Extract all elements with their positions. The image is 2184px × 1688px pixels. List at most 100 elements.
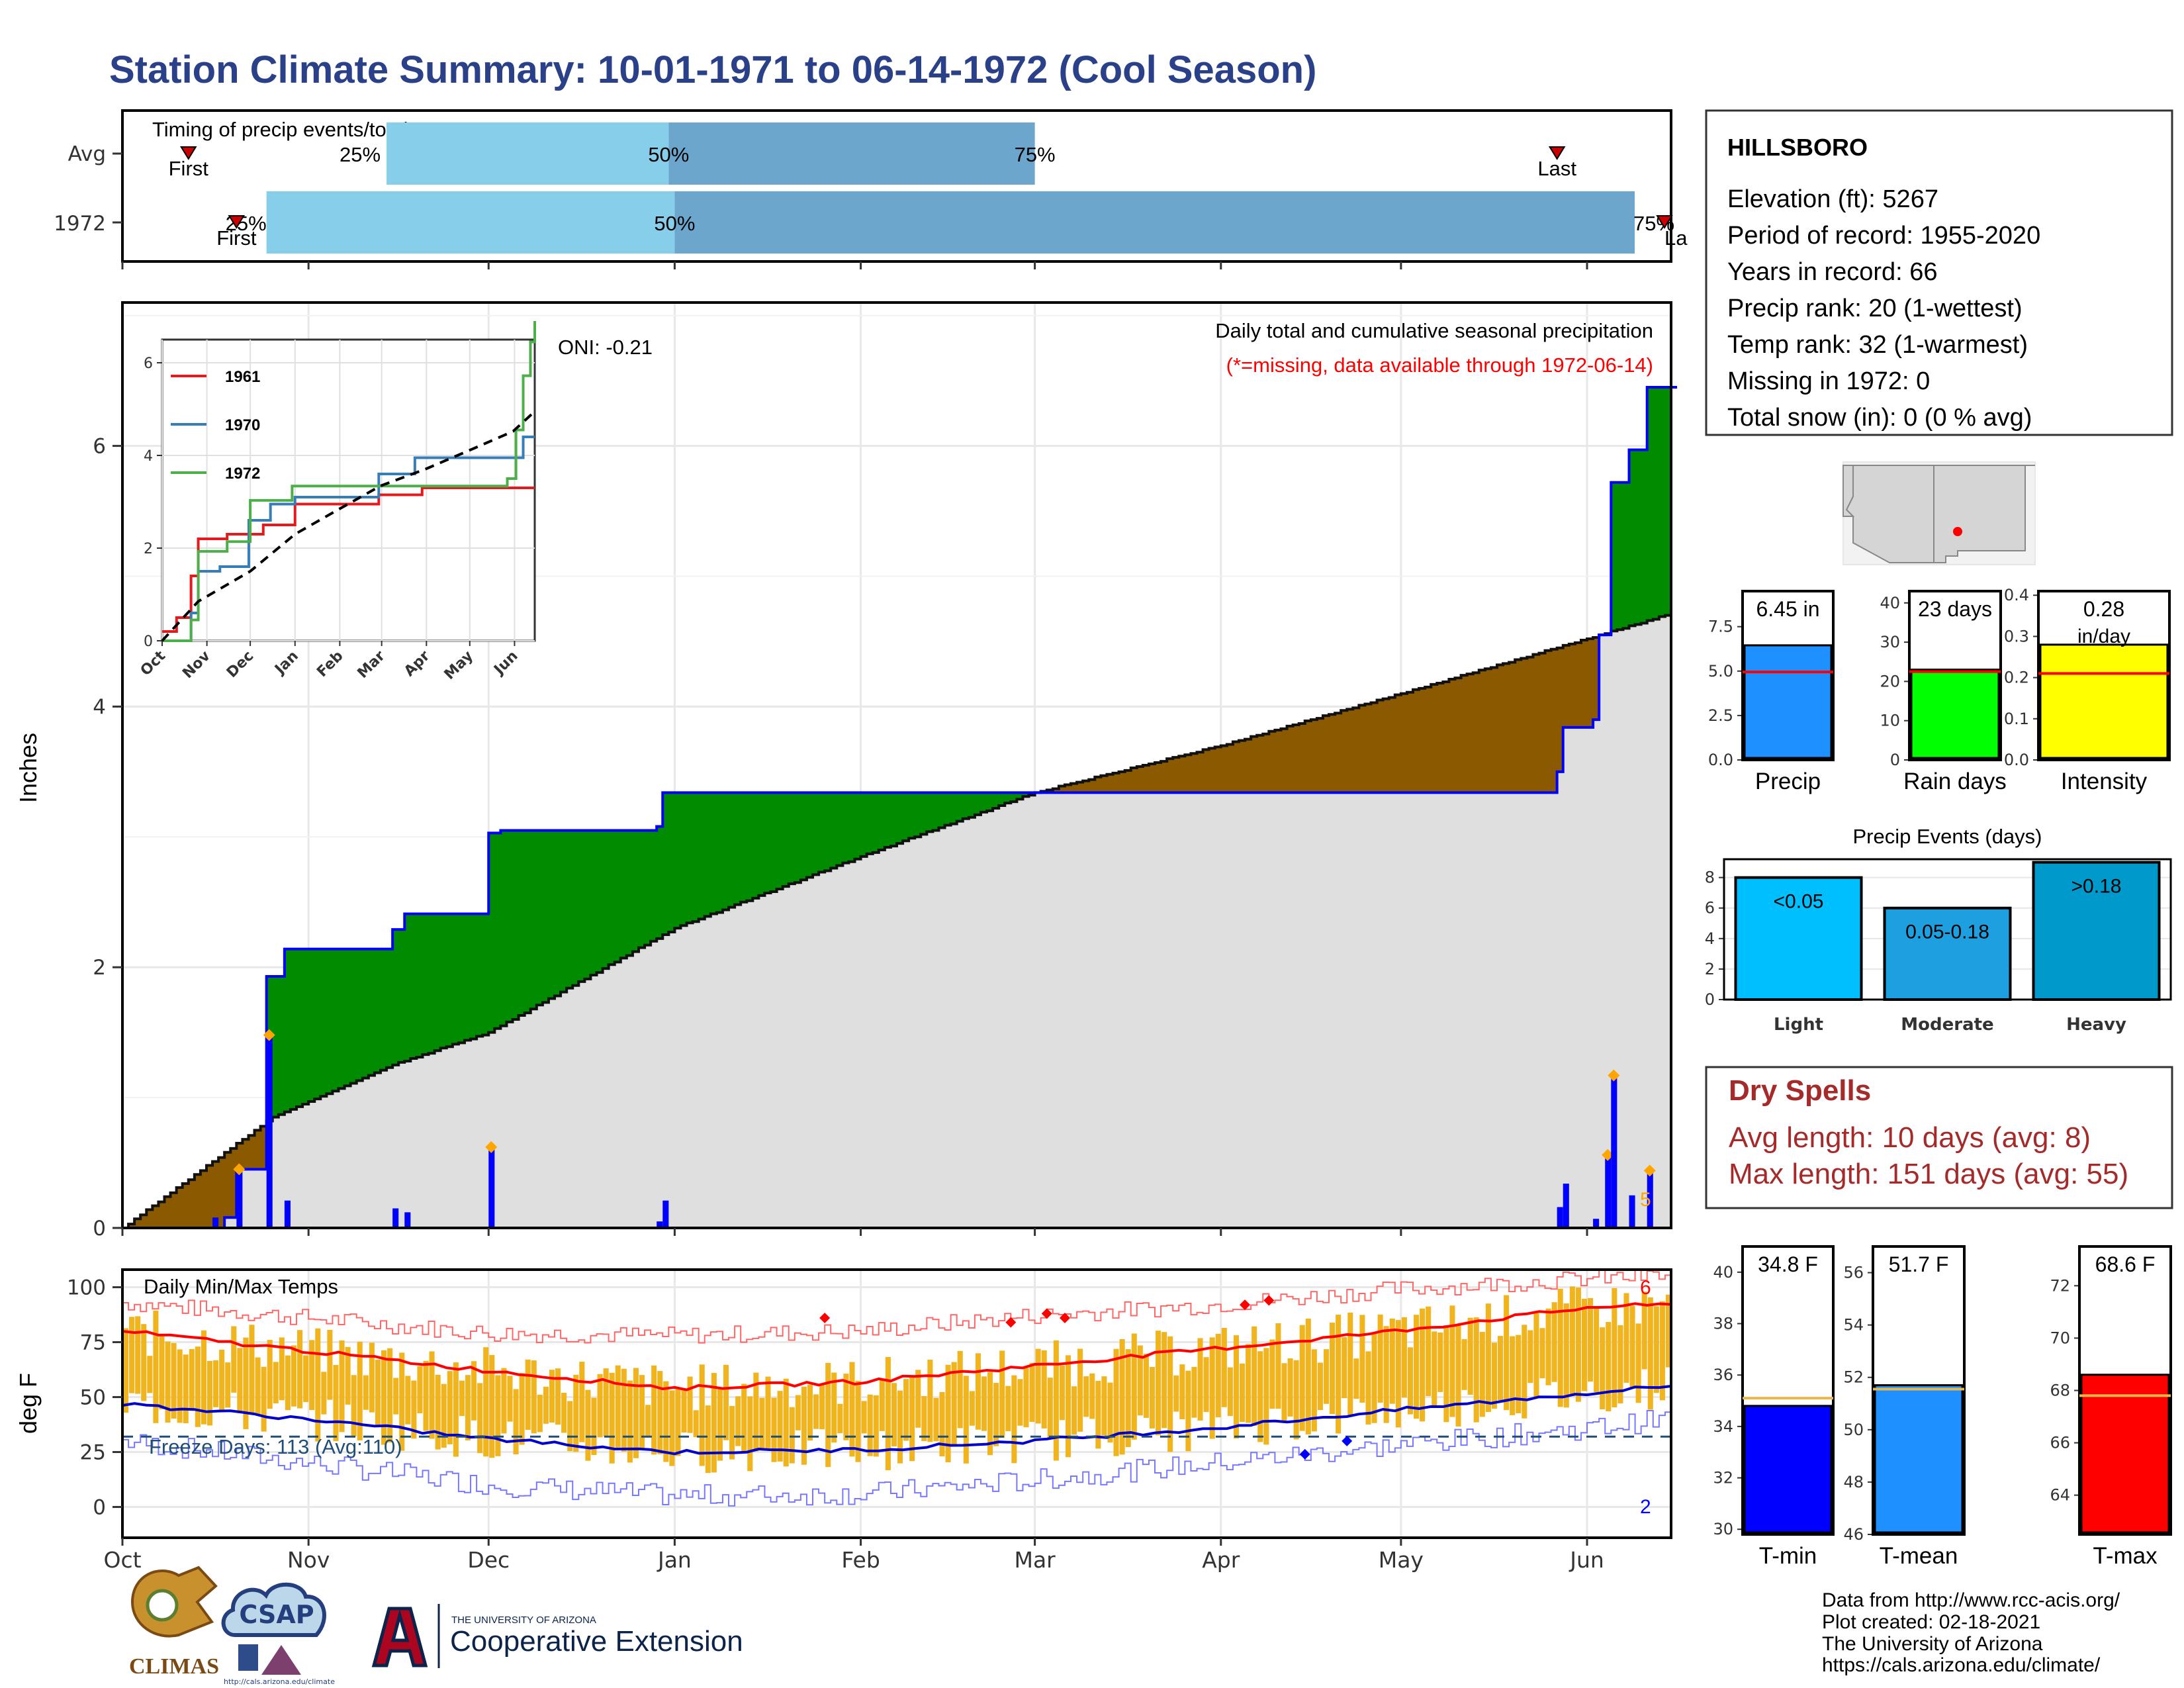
daily-temp-bar xyxy=(1336,1315,1342,1434)
daily-temp-bar xyxy=(171,1342,177,1419)
daily-temp-bar xyxy=(1401,1317,1407,1398)
dry-spells-title: Dry Spells xyxy=(1729,1074,1871,1107)
events-ytick-label: 2 xyxy=(1705,960,1715,978)
mini-value-label: 0.28 xyxy=(2083,597,2124,621)
daily-temp-bar xyxy=(573,1374,579,1452)
daily-temp-bar xyxy=(555,1368,561,1425)
daily-temp-bar xyxy=(681,1389,687,1433)
daily-temp-bar xyxy=(639,1375,645,1448)
mini-title-t-mean: T-mean xyxy=(1880,1543,1958,1569)
daily-temp-bar xyxy=(206,1360,213,1426)
daily-temp-bar xyxy=(1185,1370,1191,1452)
precip-ytick-label: 2 xyxy=(93,956,106,980)
station-location-dot xyxy=(1953,527,1962,536)
daily-temp-bar xyxy=(885,1356,891,1470)
daily-temp-bar xyxy=(225,1362,231,1408)
daily-temp-bar xyxy=(915,1370,921,1428)
daily-temp-bar xyxy=(1323,1349,1330,1404)
daily-temp-bar xyxy=(879,1379,885,1431)
month-label-feb: Feb xyxy=(841,1547,880,1573)
daily-temp-bar xyxy=(279,1337,285,1401)
daily-temp-bar xyxy=(1635,1323,1641,1403)
daily-precip-bar xyxy=(212,1217,219,1228)
daily-temp-bar xyxy=(165,1341,171,1423)
dry-spells-max: Max length: 151 days (avg: 55) xyxy=(1729,1158,2128,1190)
daily-precip-bar xyxy=(1605,1154,1612,1228)
daily-temp-bar xyxy=(1594,1308,1600,1393)
climas-logo: CLIMAS xyxy=(129,1566,219,1679)
daily-temp-bar xyxy=(129,1317,135,1393)
daily-temp-bar xyxy=(1485,1303,1491,1413)
daily-temp-bar xyxy=(603,1368,609,1437)
daily-temp-bar xyxy=(441,1383,447,1448)
ua-logo: THE UNIVERSITY OF ARIZONA Cooperative Ex… xyxy=(371,1604,743,1668)
daily-temp-bar xyxy=(1365,1351,1371,1425)
mini-ytick-label: 52 xyxy=(1843,1368,1864,1387)
daily-temp-bar xyxy=(477,1383,483,1454)
temp-ylabel: deg F xyxy=(15,1373,42,1434)
mini-ytick-label: 66 xyxy=(2050,1434,2070,1452)
events-ytick-label: 6 xyxy=(1705,899,1715,917)
daily-temp-bar xyxy=(831,1372,837,1443)
mini-ytick-label: 48 xyxy=(1843,1473,1864,1491)
daily-temp-bar xyxy=(561,1393,567,1433)
events-title: Precip Events (days) xyxy=(1853,825,2042,848)
daily-temp-bar xyxy=(579,1362,585,1442)
daily-temp-bar xyxy=(303,1355,309,1403)
daily-temp-bar xyxy=(297,1330,303,1409)
mini-title-t-min: T-min xyxy=(1759,1543,1817,1569)
station-frame xyxy=(1705,109,2173,436)
daily-temp-bar xyxy=(1311,1349,1317,1432)
daily-temp-bar xyxy=(273,1362,279,1404)
climatology-line xyxy=(122,614,1671,1229)
events-frame xyxy=(1723,858,2172,1001)
daily-temp-bar xyxy=(249,1325,255,1413)
daily-temp-bar xyxy=(765,1376,771,1450)
daily-precip-bar xyxy=(662,1200,669,1228)
temp-panel-label: Daily Min/Max Temps xyxy=(144,1275,338,1298)
daily-temp-bar xyxy=(219,1349,225,1411)
daily-temp-bar xyxy=(873,1395,879,1457)
daily-temp-bar xyxy=(285,1355,291,1411)
daily-temp-bar xyxy=(789,1407,795,1464)
daily-temp-bar xyxy=(1461,1338,1467,1390)
daily-temp-bar xyxy=(1156,1331,1161,1436)
daily-temp-bar xyxy=(435,1374,441,1450)
normal-max-line xyxy=(122,1302,1672,1391)
daily-temp-bar xyxy=(1119,1339,1125,1455)
daily-temp-bar xyxy=(135,1316,141,1394)
daily-temp-bar xyxy=(633,1368,639,1458)
freeze-days-label: Freeze Days: 113 (Avg:110) xyxy=(149,1435,402,1458)
daily-temp-bar xyxy=(1437,1332,1443,1392)
daily-temp-bar xyxy=(1612,1288,1617,1408)
timing-panel: Timing of precip events/totals Avg 1972 … xyxy=(54,109,1688,269)
footer-credits: Data from http://www.rcc-acis.org/ Plot … xyxy=(1822,1589,2120,1676)
temp-ytick-label: 25 xyxy=(80,1441,106,1465)
daily-precip-diamond xyxy=(1608,1069,1620,1082)
precip-count-label: 5 xyxy=(1640,1189,1651,1211)
daily-temp-bar xyxy=(609,1372,615,1464)
daily-precip-bar xyxy=(236,1169,243,1228)
daily-temp-bar xyxy=(459,1380,465,1417)
daily-temp-bar xyxy=(1143,1354,1149,1418)
timing-first-label-avg: First xyxy=(169,157,209,180)
daily-temp-bar xyxy=(1047,1378,1053,1440)
mini-ytick-label: 0.0 xyxy=(2004,751,2029,769)
daily-temp-bar xyxy=(153,1310,159,1423)
record-high-marker xyxy=(1240,1299,1251,1311)
daily-temp-bar xyxy=(825,1362,831,1468)
mini-ytick-label: 36 xyxy=(1713,1366,1733,1384)
daily-temp-bar xyxy=(141,1324,147,1401)
daily-temp-bar xyxy=(1179,1364,1185,1419)
month-label-jun: Jun xyxy=(1569,1547,1604,1573)
daily-temp-bar xyxy=(1545,1308,1551,1385)
station-line-years: Years in record: 66 xyxy=(1727,258,1938,286)
timing-row-1972-label: 1972 xyxy=(54,212,106,236)
timing-first-label-y1972: First xyxy=(216,226,257,250)
daily-temp-bar xyxy=(933,1397,939,1442)
daily-temp-bar xyxy=(1473,1317,1479,1423)
daily-temp-bar xyxy=(1653,1306,1659,1393)
daily-temp-bar xyxy=(411,1380,417,1439)
daily-temp-bar xyxy=(531,1360,537,1434)
